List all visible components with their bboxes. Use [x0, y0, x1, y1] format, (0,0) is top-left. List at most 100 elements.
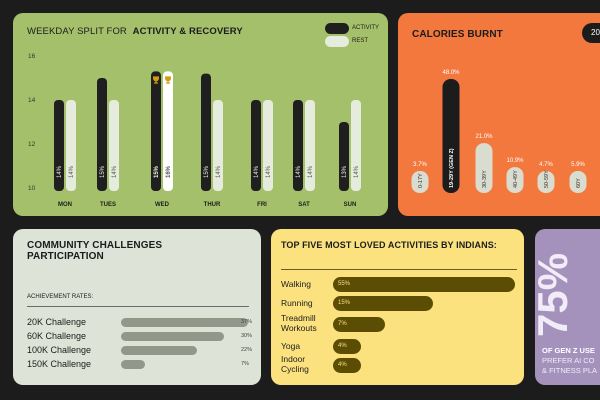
x-tick-label-sat: SAT: [298, 202, 310, 208]
loved-value-yoga: 4%: [338, 343, 347, 349]
calories-value-50-59y: 4.7%: [539, 162, 553, 168]
calories-chart: 3.7% 0-17Y 48.0% 19-29Y (GEN Z) 21.0% 30-39Y 1…: [411, 70, 587, 193]
bar-label-activity-wed: 15%: [154, 165, 160, 178]
x-tick-label-tues: TUES: [100, 202, 116, 208]
community-challenges-card: COMMUNITY CHALLENGES PARTICIPATION ACHIE…: [13, 229, 261, 385]
weekday-chart: 10 12 14 16 14% 14% MON 15% 14% TUES 15% 16% WED 15% 1…: [28, 53, 361, 208]
bar-activity-mon: [54, 100, 64, 191]
calories-category-50-59y: 50-59Y: [544, 170, 550, 188]
bar-activity-wed: [151, 71, 161, 191]
loved-bar-treadmill-workouts: [333, 317, 385, 332]
bar-rest-tues: [109, 100, 119, 191]
bar-label-rest-sat: 14%: [308, 165, 314, 178]
calories-category-60y: 60Y: [576, 178, 582, 188]
x-tick-label-fri: FRI: [257, 202, 267, 208]
trophy-icon: [165, 76, 171, 84]
calories-title: CALORIES BURNT: [412, 29, 503, 40]
bar-label-rest-wed: 16%: [166, 165, 172, 178]
genz-stat-card: 75% OF GEN Z USE PREFER AI CO & FITNESS …: [535, 229, 600, 385]
bar-activity-sun: [339, 122, 349, 191]
bar-label-activity-tues: 15%: [100, 165, 106, 178]
challenge-bar-100k-challenge: [121, 346, 197, 355]
calories-bar-50-59y: [537, 171, 555, 193]
x-tick-label-sun: SUN: [344, 202, 357, 208]
bar-label-activity-mon: 14%: [57, 165, 63, 178]
bar-label-activity-thur: 15%: [204, 165, 210, 178]
loved-bar-running: [333, 296, 433, 311]
weekday-title-bold: ACTIVITY & RECOVERY: [132, 26, 243, 37]
bar-rest-sun: [351, 100, 361, 191]
bar-label-rest-sun: 14%: [354, 165, 360, 178]
challenge-value-100k-challenge: 22%: [241, 347, 253, 353]
challenge-label-20k-challenge: 20K Challenge: [27, 317, 87, 327]
calories-category-19-29y-gen-z: 19-29Y (GEN Z): [449, 148, 455, 188]
challenge-value-60k-challenge: 30%: [241, 333, 253, 339]
calories-bar-19-29y-gen-z: [442, 79, 460, 193]
legend-activity-label: ACTIVITY: [352, 25, 380, 31]
genz-big-number: 75%: [535, 252, 576, 337]
bar-rest-fri: [263, 100, 273, 191]
loved-bar-indoor-cycling: [333, 358, 361, 373]
genz-line2: PREFER AI CO: [542, 356, 595, 365]
bar-activity-thur: [201, 73, 211, 191]
bar-label-activity-sun: 13%: [342, 165, 348, 178]
bar-rest-mon: [66, 100, 76, 191]
bar-label-rest-thur: 14%: [216, 165, 222, 178]
legend-activity-swatch: [325, 23, 349, 34]
community-title-line2: PARTICIPATION: [27, 251, 104, 262]
calories-category-40-49y: 40-49Y: [513, 170, 519, 188]
bar-label-activity-fri: 14%: [254, 165, 260, 178]
bar-activity-tues: [97, 78, 107, 191]
x-tick-label-wed: WED: [155, 202, 170, 208]
calories-corner-badge[interactable]: 20: [582, 23, 600, 43]
x-tick-label-mon: MON: [58, 202, 72, 208]
bar-label-rest-fri: 14%: [266, 165, 272, 178]
calories-value-30-39y: 21.0%: [475, 134, 493, 140]
loved-value-indoor-cycling: 4%: [338, 362, 347, 368]
community-title-line1: COMMUNITY CHALLENGES: [27, 240, 163, 251]
challenge-bar-20k-challenge: [121, 318, 248, 327]
bar-label-activity-sat: 14%: [296, 165, 302, 178]
loved-label-yoga: Yoga: [281, 341, 301, 351]
calories-bar-0-17y: [411, 171, 429, 193]
calories-value-60y: 5.9%: [571, 162, 585, 168]
legend-rest-swatch: [325, 36, 349, 47]
bar-label-rest-tues: 14%: [112, 165, 118, 178]
loved-label-treadmill-workouts: Treadmill Workouts: [281, 313, 317, 333]
bar-rest-wed: [163, 71, 173, 191]
calories-category-0-17y: 0-17Y: [418, 173, 424, 188]
loved-bar-yoga: [333, 339, 361, 354]
weekday-title: WEEKDAY SPLIT FOR ACTIVITY & RECOVERY: [27, 26, 243, 37]
loved-label-indoor-cycling: Indoor Cycling: [281, 354, 309, 374]
loved-divider: [281, 269, 517, 270]
calories-bar-40-49y: [506, 167, 524, 193]
bar-activity-fri: [251, 100, 261, 191]
weekday-split-card: WEEKDAY SPLIT FOR ACTIVITY & RECOVERY AC…: [13, 13, 388, 216]
bar-activity-sat: [293, 100, 303, 191]
legend-rest-label: REST: [352, 38, 369, 44]
y-tick-label: 12: [28, 141, 36, 148]
challenge-value-150k-challenge: 7%: [241, 361, 249, 367]
challenge-bar-60k-challenge: [121, 332, 224, 341]
calories-value-40-49y: 10.9%: [506, 158, 524, 164]
bar-label-rest-mon: 14%: [69, 165, 75, 178]
y-tick-label: 14: [28, 97, 36, 104]
calories-value-0-17y: 3.7%: [413, 162, 427, 168]
genz-line1: OF GEN Z USE: [542, 346, 595, 355]
bar-rest-thur: [213, 100, 223, 191]
challenge-value-20k-challenge: 37%: [241, 319, 253, 325]
challenge-label-60k-challenge: 60K Challenge: [27, 331, 87, 341]
calories-category-30-39y: 30-39Y: [482, 170, 488, 188]
calories-burnt-card: CALORIES BURNT 20 3.7% 0-17Y 48.0% 19-29Y (…: [398, 13, 600, 216]
x-tick-label-thur: THUR: [204, 202, 221, 208]
loved-bar-walking: [333, 277, 515, 292]
loved-label-walking: Walking: [281, 279, 311, 289]
trophy-icon: [153, 76, 159, 84]
calories-value-19-29y-gen-z: 48.0%: [442, 70, 460, 76]
genz-line3: & FITNESS PLA: [542, 366, 598, 375]
loved-label-running: Running: [281, 298, 313, 308]
community-divider: [27, 306, 249, 307]
calories-bar-30-39y: [475, 143, 493, 193]
loved-value-walking: 55%: [338, 281, 351, 287]
challenge-label-150k-challenge: 150K Challenge: [27, 359, 92, 369]
